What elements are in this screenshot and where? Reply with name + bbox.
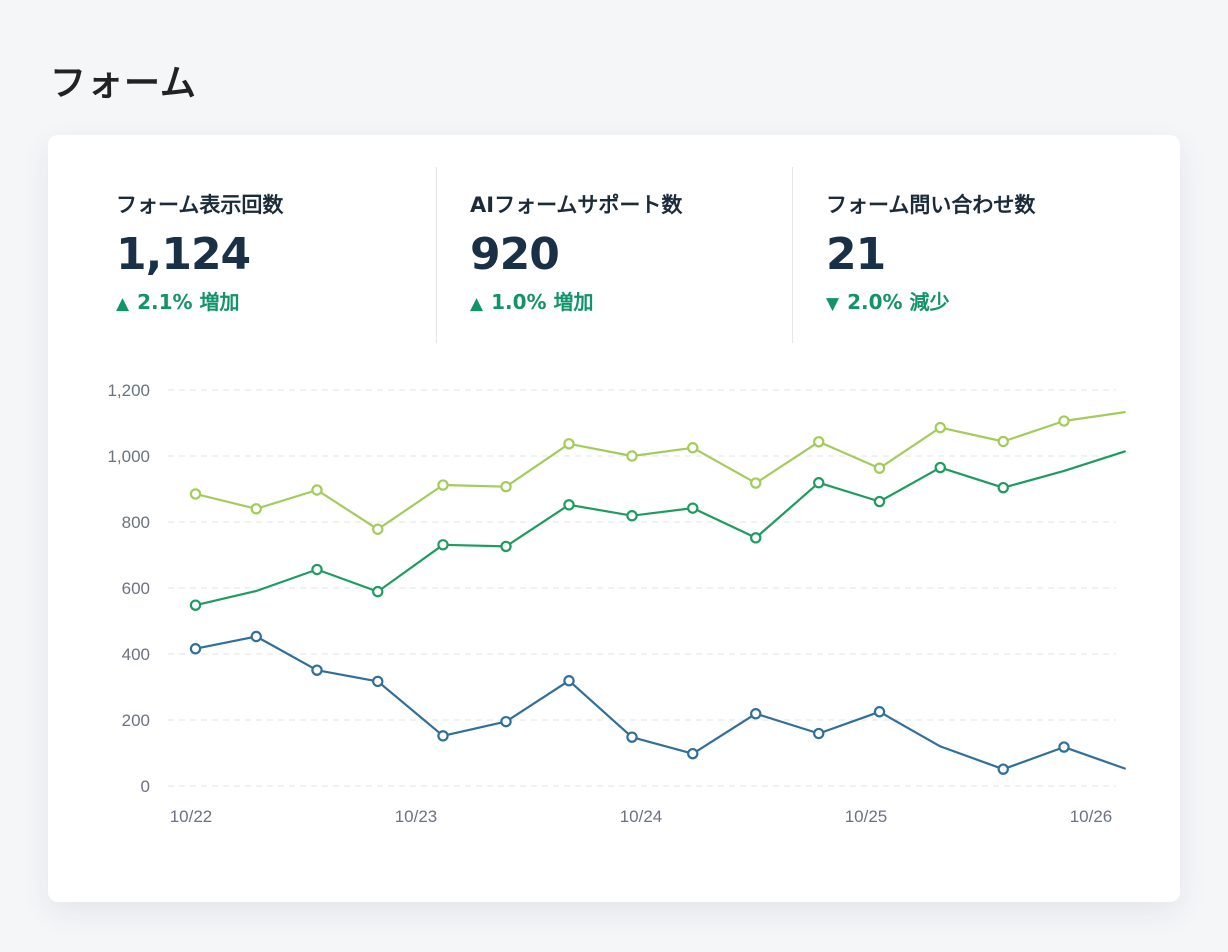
y-tick-label: 600 (122, 579, 150, 598)
x-tick-label: 10/22 (170, 807, 213, 826)
page-title: フォーム (50, 63, 197, 104)
data-point (250, 630, 262, 643)
data-point (626, 510, 638, 522)
data-point (500, 480, 512, 493)
data-point (1058, 741, 1070, 753)
delta-text: 2.0% 減少 (847, 290, 950, 314)
data-point (437, 479, 449, 491)
data-point (311, 664, 323, 676)
stat-ai-support: AIフォームサポート数 920 ▲ 1.0% 増加 (470, 167, 682, 343)
data-point (750, 532, 762, 544)
x-tick-label: 10/23 (395, 807, 438, 826)
x-tick-label: 10/24 (620, 807, 663, 826)
data-point (437, 730, 449, 742)
delta-text: 2.1% 増加 (137, 290, 240, 314)
data-point (372, 675, 384, 688)
data-point (189, 643, 202, 655)
data-point (934, 421, 946, 434)
data-point (250, 503, 262, 515)
stat-value: 1,124 (116, 229, 251, 280)
stat-label: フォーム表示回数 (116, 193, 284, 217)
stat-form-views: フォーム表示回数 1,124 ▲ 2.1% 増加 (116, 167, 283, 343)
data-point (873, 706, 886, 718)
data-point (813, 436, 825, 448)
x-tick-label: 10/26 (1070, 807, 1113, 826)
data-point (873, 495, 886, 508)
data-point (813, 477, 825, 489)
data-point (311, 563, 323, 576)
series-line-1 (194, 411, 1126, 531)
stat-inquiries: フォーム問い合わせ数 21 ▼ 2.0% 減少 (826, 167, 1035, 343)
up-triangle-icon: ▲ (470, 294, 484, 314)
chart-grid (168, 389, 1116, 787)
delta-text: 1.0% 増加 (491, 290, 594, 314)
up-triangle-icon: ▲ (116, 294, 130, 314)
data-point (1058, 415, 1070, 427)
data-point (437, 539, 449, 551)
stats-row: フォーム表示回数 1,124 ▲ 2.1% 増加 AIフォームサポート数 920 … (48, 167, 1180, 343)
stat-delta: ▲ 2.1% 増加 (116, 286, 283, 315)
series-line-2 (194, 450, 1126, 607)
data-point (687, 442, 699, 454)
y-tick-label: 200 (122, 711, 150, 730)
data-point (500, 540, 512, 553)
down-triangle-icon: ▼ (826, 294, 840, 314)
data-point (311, 484, 323, 496)
data-point (626, 450, 638, 462)
data-point (500, 715, 512, 728)
stat-delta: ▼ 2.0% 減少 (826, 286, 1035, 315)
stat-value: 920 (470, 229, 560, 280)
data-point (626, 731, 638, 743)
data-point (997, 481, 1009, 494)
y-tick-label: 400 (122, 645, 150, 664)
data-point (189, 599, 202, 611)
data-point (372, 523, 384, 535)
data-point (997, 763, 1009, 775)
stat-value: 21 (826, 229, 886, 280)
data-point (750, 477, 762, 489)
divider (436, 167, 437, 343)
y-tick-label: 0 (141, 777, 150, 796)
y-axis-ticks: 0 200 400 600 800 1,000 1,200 (107, 381, 150, 796)
data-point (189, 488, 202, 500)
divider (792, 167, 793, 343)
data-point (687, 502, 699, 514)
form-stats-card: フォーム表示回数 1,124 ▲ 2.1% 増加 AIフォームサポート数 920 … (48, 135, 1180, 902)
x-axis-ticks: 10/22 10/23 10/24 10/25 10/26 (170, 807, 1113, 826)
stat-label: AIフォームサポート数 (470, 193, 683, 217)
stat-label: フォーム問い合わせ数 (826, 193, 1036, 217)
data-point (372, 585, 384, 598)
stat-delta: ▲ 1.0% 増加 (470, 286, 682, 315)
data-point (687, 747, 699, 760)
data-point (934, 461, 946, 474)
data-point (873, 462, 886, 474)
data-point (750, 708, 762, 720)
data-point (563, 499, 575, 511)
x-tick-label: 10/25 (845, 807, 888, 826)
data-point (563, 438, 575, 450)
y-tick-label: 800 (122, 513, 150, 532)
data-point (997, 435, 1009, 448)
chart-series (189, 411, 1126, 775)
data-point (813, 727, 825, 740)
y-tick-label: 1,000 (107, 447, 150, 466)
data-point (563, 675, 575, 687)
series-line-3 (194, 635, 1126, 771)
y-tick-label: 1,200 (107, 381, 150, 400)
